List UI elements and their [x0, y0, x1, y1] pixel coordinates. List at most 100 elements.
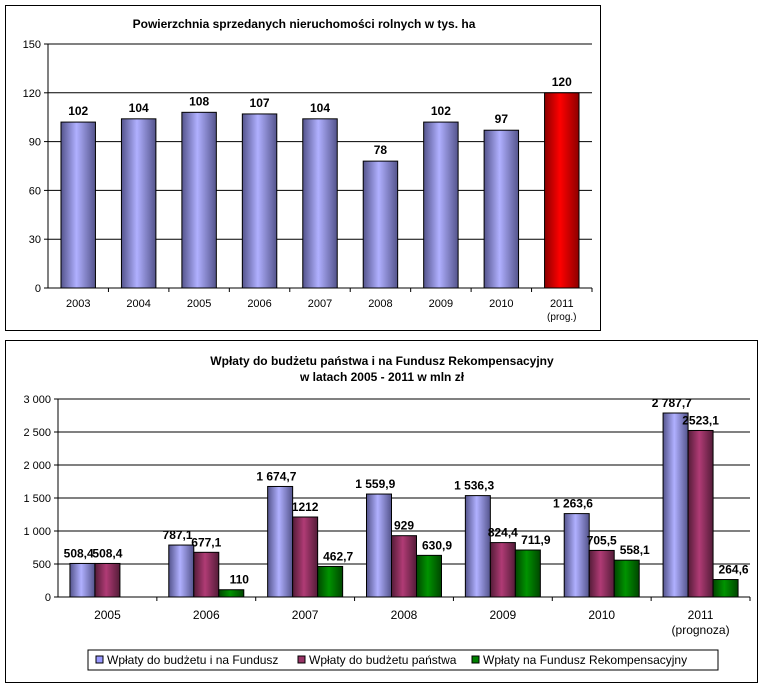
bar-series-1 [168, 544, 195, 598]
x-tick-label: 2007 [308, 298, 332, 310]
data-label: 787,1 [163, 528, 193, 542]
y-tick-label: 120 [23, 88, 41, 100]
y-tick-label: 0 [35, 283, 41, 295]
data-label: 102 [68, 104, 88, 118]
data-label: 1 263,6 [553, 497, 593, 511]
x-tick-label: 2009 [429, 298, 453, 310]
y-tick-label: 3 000 [23, 394, 51, 406]
bar-series-2 [193, 551, 220, 598]
bar-series-2 [588, 549, 615, 598]
bar-series-3 [514, 549, 541, 598]
bar [120, 118, 157, 289]
x-tick-label: 2008 [368, 298, 392, 310]
bar [60, 121, 96, 289]
data-label: 108 [189, 94, 209, 108]
data-label: 97 [495, 112, 509, 126]
x-tick-label: 2009 [490, 608, 517, 622]
bar [241, 113, 278, 289]
data-label: 824,4 [488, 526, 518, 540]
legend-box [87, 649, 719, 671]
bar-series-1 [267, 485, 294, 598]
data-label: 462,7 [323, 549, 353, 563]
area-chart-panel: Powierzchnia sprzedanych nieruchomości r… [5, 5, 601, 331]
bar-series-2 [94, 562, 121, 598]
bar [181, 111, 217, 289]
x-tick-label: 2004 [126, 298, 150, 310]
data-label: 107 [250, 96, 270, 110]
legend-label: Wpłaty na Fundusz Rekompensacyjny [483, 653, 687, 667]
y-tick-label: 30 [29, 234, 41, 246]
data-label: 508,4 [64, 546, 94, 560]
chart-title: Powierzchnia sprzedanych nieruchomości r… [133, 17, 476, 31]
legend-label: Wpłaty do budżetu państwa [309, 653, 457, 667]
x-tick-label: 2003 [66, 298, 90, 310]
y-tick-label: 1 000 [23, 526, 51, 538]
data-label: 1 559,9 [355, 477, 395, 491]
bar-series-2 [687, 429, 714, 598]
data-label: 104 [310, 101, 330, 115]
y-tick-label: 60 [29, 185, 41, 197]
bar [423, 121, 459, 289]
y-tick-label: 90 [29, 137, 41, 149]
legend-swatch [471, 655, 480, 664]
data-label: 2 787,7 [652, 396, 692, 410]
y-tick-label: 2 500 [23, 427, 51, 439]
x-tick-label: 2006 [247, 298, 271, 310]
y-tick-label: 0 [45, 592, 51, 604]
bar-series-1 [366, 493, 392, 598]
data-label: 120 [552, 75, 572, 89]
data-label: 630,9 [422, 538, 452, 552]
bar-highlight [544, 92, 580, 289]
x-tick-label: 2011 [550, 298, 574, 310]
data-label: 929 [394, 519, 414, 533]
x-tick-label: 2008 [391, 608, 418, 622]
data-label: 264,6 [719, 563, 749, 577]
bar-series-2 [292, 516, 319, 598]
bar-series-3 [712, 579, 739, 598]
bar-series-2 [489, 542, 516, 598]
x-tick-note: (prognoza) [672, 623, 730, 637]
x-tick-label: 2005 [94, 608, 121, 622]
bar-series-3 [416, 554, 442, 598]
y-tick-label: 1 500 [23, 493, 51, 505]
data-label: 508,4 [92, 546, 122, 560]
data-label: 711,9 [521, 533, 551, 547]
bar-series-1 [464, 495, 491, 598]
data-label: 104 [129, 101, 149, 115]
bar-series-2 [391, 535, 417, 598]
data-label: 1 536,3 [454, 479, 494, 493]
x-tick-note: (prog.) [547, 312, 576, 323]
x-tick-label: 2006 [193, 608, 220, 622]
data-label: 2523,1 [682, 413, 719, 427]
payments-chart-panel: Wpłaty do budżetu państwa i na Fundusz R… [5, 340, 758, 683]
data-label: 1 674,7 [256, 469, 296, 483]
data-label: 110 [230, 573, 250, 587]
bar [362, 160, 399, 289]
chart-title-line: w latach 2005 - 2011 w mln zł [299, 370, 465, 384]
bar-series-1 [69, 562, 96, 598]
x-tick-label: 2010 [588, 608, 615, 622]
y-tick-label: 2 000 [23, 460, 51, 472]
area-bar-chart: Powierzchnia sprzedanych nieruchomości r… [23, 17, 593, 323]
payments-bar-chart: Wpłaty do budżetu państwa i na Fundusz R… [23, 354, 751, 671]
bar-series-3 [613, 559, 640, 598]
data-label: 558,1 [620, 543, 650, 557]
data-label: 705,5 [587, 533, 617, 547]
x-tick-label: 2005 [187, 298, 211, 310]
bar-series-3 [218, 589, 245, 598]
data-label: 102 [431, 104, 451, 118]
legend-swatch [95, 655, 104, 664]
bar-series-3 [317, 565, 344, 598]
bar [302, 118, 338, 289]
bar [483, 129, 520, 289]
data-label: 78 [374, 143, 388, 157]
y-tick-label: 150 [23, 39, 41, 51]
x-tick-label: 2010 [489, 298, 513, 310]
data-label: 1212 [292, 500, 319, 514]
data-label: 677,1 [191, 535, 221, 549]
x-tick-label: 2007 [292, 608, 319, 622]
bar-series-1 [563, 513, 590, 598]
y-tick-label: 500 [33, 559, 51, 571]
bar-series-1 [662, 412, 689, 598]
legend-swatch [297, 655, 306, 664]
